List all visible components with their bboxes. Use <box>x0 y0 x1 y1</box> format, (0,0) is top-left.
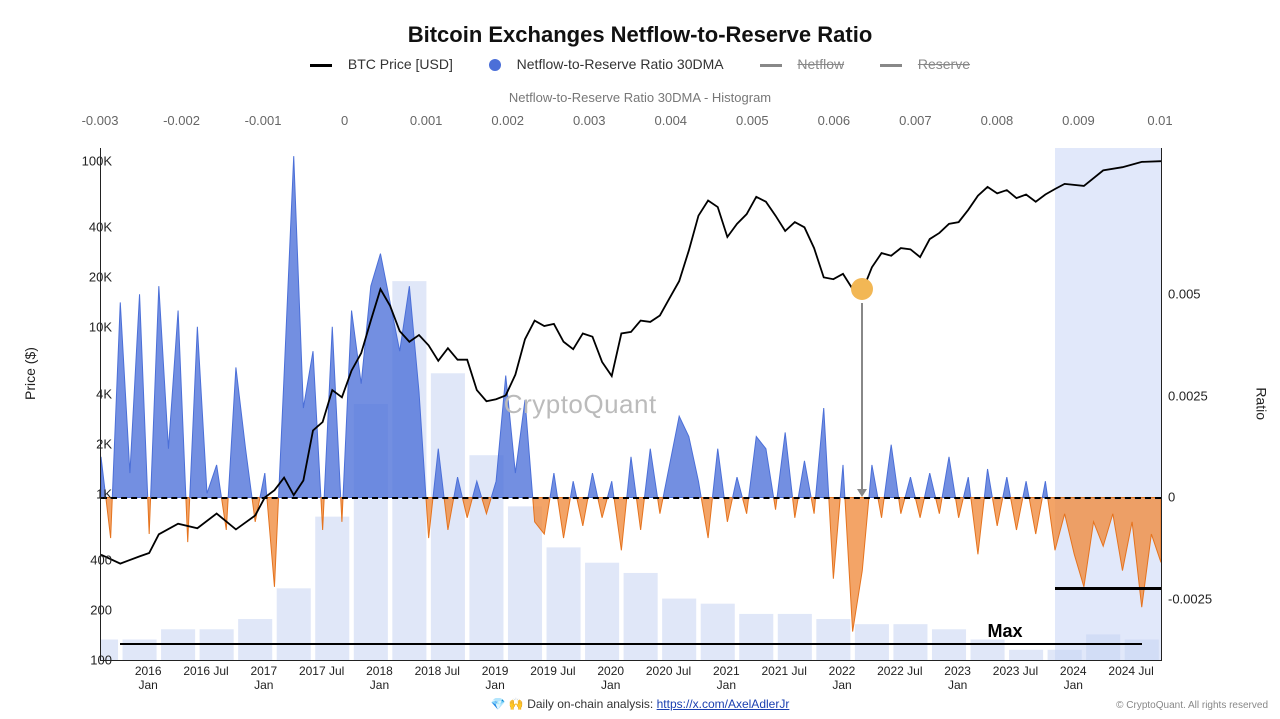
y-right-tick: -0.0025 <box>1168 592 1212 607</box>
top-tick: 0.005 <box>736 113 769 128</box>
neg-accent-line <box>1055 587 1161 590</box>
top-tick: 0.009 <box>1062 113 1095 128</box>
legend-swatch-reserve <box>880 64 902 67</box>
footer: 💎 🙌 Daily on-chain analysis: https://x.c… <box>0 697 1280 711</box>
legend-label-netflow: Netflow <box>797 56 844 72</box>
x-tick: 2018 Jul <box>415 664 460 678</box>
y-right-tick: 0.005 <box>1168 287 1201 302</box>
top-tick: 0.001 <box>410 113 443 128</box>
x-tick: 2016 Jul <box>183 664 228 678</box>
legend: BTC Price [USD] Netflow-to-Reserve Ratio… <box>0 56 1280 72</box>
btc-line-layer <box>101 148 1161 660</box>
x-tick: 2018Jan <box>366 664 393 693</box>
x-tick: 2019Jan <box>482 664 509 693</box>
x-tick: 2020 Jul <box>646 664 691 678</box>
top-tick: 0.006 <box>818 113 851 128</box>
legend-label-reserve: Reserve <box>918 56 970 72</box>
zero-line <box>101 497 1161 499</box>
y-left-tick: 100K <box>22 154 112 169</box>
y-left-tick: 20K <box>22 270 112 285</box>
y-left-tick: 40K <box>22 220 112 235</box>
legend-swatch-ratio <box>489 59 501 71</box>
x-tick: 2024 Jul <box>1108 664 1153 678</box>
x-tick: 2021 Jul <box>761 664 806 678</box>
footer-link[interactable]: https://x.com/AxelAdlerJr <box>657 697 790 711</box>
top-tick: 0 <box>341 113 348 128</box>
copyright: © CryptoQuant. All rights reserved <box>1116 700 1268 711</box>
legend-item-btc: BTC Price [USD] <box>302 56 465 72</box>
top-tick: 0.01 <box>1147 113 1172 128</box>
marker-arrow <box>861 303 863 491</box>
x-tick: 2022 Jul <box>877 664 922 678</box>
x-tick: 2020Jan <box>597 664 624 693</box>
legend-item-ratio: Netflow-to-Reserve Ratio 30DMA <box>481 56 736 72</box>
x-tick: 2023 Jul <box>993 664 1038 678</box>
y-right-title: Ratio <box>1254 387 1270 420</box>
max-label: Max <box>988 621 1023 642</box>
plot-area: CryptoQuant Max <box>100 148 1162 661</box>
top-tick: 0.008 <box>981 113 1014 128</box>
top-axis-title: Netflow-to-Reserve Ratio 30DMA - Histogr… <box>0 90 1280 105</box>
x-tick: 2022Jan <box>829 664 856 693</box>
chart-title: Bitcoin Exchanges Netflow-to-Reserve Rat… <box>0 22 1280 48</box>
top-tick: 0.004 <box>654 113 687 128</box>
y-right-tick: 0 <box>1168 490 1175 505</box>
top-tick: -0.001 <box>245 113 282 128</box>
x-tick: 2017Jan <box>250 664 277 693</box>
y-left-tick: 200 <box>22 602 112 617</box>
x-tick: 2016Jan <box>135 664 162 693</box>
footer-prefix: 💎 🙌 Daily on-chain analysis: <box>491 697 657 711</box>
x-tick: 2021Jan <box>713 664 740 693</box>
legend-swatch-netflow <box>760 64 782 67</box>
y-left-tick: 4K <box>22 386 112 401</box>
y-left-tick: 1K <box>22 486 112 501</box>
top-tick: 0.002 <box>491 113 524 128</box>
x-tick: 2024Jan <box>1060 664 1087 693</box>
y-left-tick: 10K <box>22 320 112 335</box>
x-tick: 2017 Jul <box>299 664 344 678</box>
legend-label-ratio: Netflow-to-Reserve Ratio 30DMA <box>517 56 724 72</box>
max-line <box>120 643 1141 645</box>
y-left-tick: 2K <box>22 436 112 451</box>
legend-item-reserve: Reserve <box>872 56 978 72</box>
legend-swatch-btc <box>310 64 332 67</box>
x-tick: 2023Jan <box>944 664 971 693</box>
y-right-tick: 0.0025 <box>1168 388 1208 403</box>
top-tick: -0.003 <box>82 113 119 128</box>
top-tick: 0.007 <box>899 113 932 128</box>
top-tick: -0.002 <box>163 113 200 128</box>
legend-item-netflow: Netflow <box>752 56 856 72</box>
y-left-tick: 400 <box>22 552 112 567</box>
y-left-tick: 100 <box>22 653 112 668</box>
legend-label-btc: BTC Price [USD] <box>348 56 453 72</box>
top-tick: 0.003 <box>573 113 606 128</box>
x-tick: 2019 Jul <box>530 664 575 678</box>
marker-dot <box>851 278 873 300</box>
